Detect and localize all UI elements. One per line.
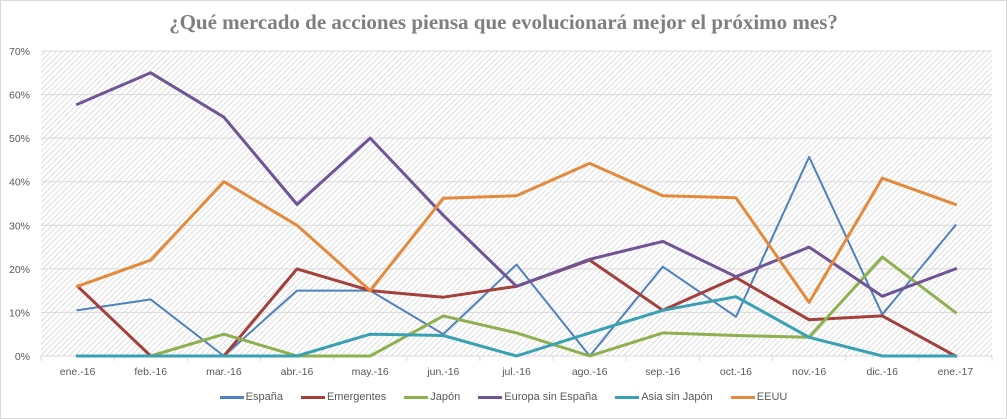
legend-item-europa-sin-espana: Europa sin España bbox=[478, 391, 597, 403]
x-tick-label: jun.-16 bbox=[426, 366, 459, 378]
y-tick-label: 30% bbox=[9, 220, 30, 232]
x-tick-label: nov.-16 bbox=[792, 366, 826, 378]
legend-label: EEUU bbox=[756, 391, 788, 403]
x-tick-label: jul.-16 bbox=[501, 366, 531, 378]
x-tick-label: may.-16 bbox=[352, 366, 389, 378]
legend-label: Japón bbox=[430, 391, 461, 403]
y-tick-label: 50% bbox=[9, 133, 30, 145]
legend-swatch bbox=[404, 395, 429, 399]
legend-label: Asia sin Japón bbox=[641, 391, 713, 403]
x-tick-label: ene.-17 bbox=[938, 366, 974, 378]
legend-label: Europa sin España bbox=[504, 391, 598, 403]
x-tick-label: ene.-16 bbox=[60, 366, 96, 378]
plot-area bbox=[41, 51, 992, 356]
x-tick-label: dic.-16 bbox=[867, 366, 899, 378]
legend-swatch bbox=[730, 395, 755, 399]
legend-item-espana: España bbox=[219, 391, 283, 403]
legend-label: España bbox=[245, 391, 283, 403]
x-tick-label: mar.-16 bbox=[206, 366, 242, 378]
series-line-eeuu bbox=[75, 161, 958, 304]
legend-swatch bbox=[615, 395, 640, 399]
y-tick-label: 70% bbox=[9, 46, 30, 58]
legend-label: Emergentes bbox=[326, 391, 387, 403]
x-tick-label: feb.-16 bbox=[134, 366, 167, 378]
x-tick-label: oct.-16 bbox=[720, 366, 752, 378]
legend-swatch bbox=[478, 395, 503, 399]
legend-item-japon: Japón bbox=[404, 391, 460, 403]
x-tick-label: sep.-16 bbox=[645, 366, 680, 378]
legend-item-emergentes: Emergentes bbox=[300, 391, 387, 403]
legend-swatch bbox=[300, 395, 325, 399]
series-line-europa-sin-espana bbox=[75, 71, 958, 298]
y-tick-label: 0% bbox=[15, 351, 30, 363]
y-tick-label: 20% bbox=[9, 264, 30, 276]
x-tick-label: abr.-16 bbox=[281, 366, 314, 378]
legend-item-asia-sin-japon: Asia sin Japón bbox=[615, 391, 713, 403]
legend-swatch bbox=[219, 395, 244, 399]
y-tick-label: 40% bbox=[9, 177, 30, 189]
legend-item-eeuu: EEUU bbox=[730, 391, 788, 403]
y-tick-label: 60% bbox=[9, 90, 30, 102]
x-tick-label: ago.-16 bbox=[572, 366, 608, 378]
chart-title: ¿Qué mercado de acciones piensa que evol… bbox=[169, 10, 838, 34]
y-tick-label: 10% bbox=[9, 307, 30, 319]
legend: España Emergentes Japón Europa sin España As… bbox=[0, 391, 1007, 403]
series-line-asia-sin-japon bbox=[76, 295, 957, 358]
